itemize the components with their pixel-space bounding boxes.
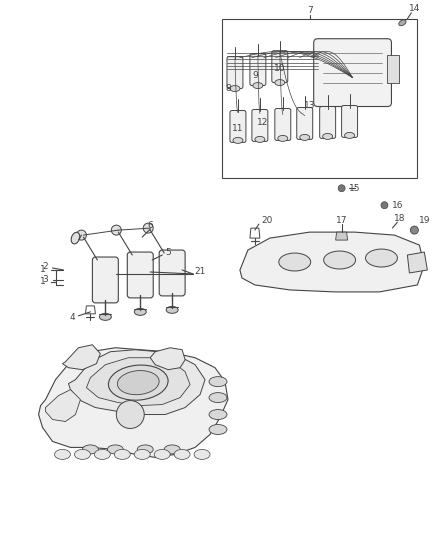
Ellipse shape <box>279 253 311 271</box>
Polygon shape <box>46 390 81 422</box>
Ellipse shape <box>194 449 210 459</box>
FancyBboxPatch shape <box>127 252 153 298</box>
Ellipse shape <box>54 449 71 459</box>
Text: 7: 7 <box>307 6 313 15</box>
Text: 10: 10 <box>274 64 286 73</box>
FancyBboxPatch shape <box>159 250 185 296</box>
Ellipse shape <box>107 445 124 454</box>
Text: 1: 1 <box>40 265 46 274</box>
Text: 1: 1 <box>40 278 46 286</box>
Ellipse shape <box>137 445 153 454</box>
Polygon shape <box>407 252 427 273</box>
Ellipse shape <box>134 309 146 316</box>
Ellipse shape <box>95 449 110 459</box>
Ellipse shape <box>71 232 80 244</box>
FancyBboxPatch shape <box>314 39 392 107</box>
FancyBboxPatch shape <box>342 106 357 138</box>
Text: 14: 14 <box>409 4 420 13</box>
Text: 3: 3 <box>42 276 49 285</box>
Ellipse shape <box>278 135 288 141</box>
Text: 16: 16 <box>392 201 403 209</box>
Ellipse shape <box>174 449 190 459</box>
FancyBboxPatch shape <box>275 109 291 140</box>
Polygon shape <box>63 345 100 370</box>
Circle shape <box>117 401 144 429</box>
Circle shape <box>338 185 345 192</box>
Text: 5: 5 <box>165 247 171 256</box>
Text: 19: 19 <box>419 216 430 224</box>
Text: 13: 13 <box>304 101 315 110</box>
Ellipse shape <box>117 370 159 394</box>
Ellipse shape <box>345 132 355 139</box>
Polygon shape <box>388 55 399 83</box>
FancyBboxPatch shape <box>250 54 266 86</box>
Text: 6: 6 <box>147 221 153 230</box>
Ellipse shape <box>233 138 243 143</box>
Ellipse shape <box>209 393 227 402</box>
Ellipse shape <box>209 409 227 419</box>
Circle shape <box>410 226 418 234</box>
Ellipse shape <box>230 86 240 92</box>
Polygon shape <box>240 232 424 292</box>
FancyBboxPatch shape <box>227 56 243 88</box>
Polygon shape <box>68 350 205 415</box>
Ellipse shape <box>323 133 332 140</box>
Ellipse shape <box>109 365 168 400</box>
Polygon shape <box>336 232 348 240</box>
Ellipse shape <box>164 445 180 454</box>
Text: 21: 21 <box>194 268 206 277</box>
Ellipse shape <box>399 20 406 26</box>
Text: 11: 11 <box>232 124 244 133</box>
Polygon shape <box>39 348 228 457</box>
FancyBboxPatch shape <box>320 107 336 139</box>
Ellipse shape <box>255 136 265 142</box>
Ellipse shape <box>324 251 356 269</box>
Circle shape <box>77 230 86 240</box>
Text: 20: 20 <box>261 216 272 224</box>
FancyBboxPatch shape <box>92 257 118 303</box>
FancyBboxPatch shape <box>297 108 313 140</box>
Circle shape <box>381 201 388 209</box>
Polygon shape <box>86 358 190 406</box>
Text: 17: 17 <box>336 216 347 224</box>
Ellipse shape <box>74 449 90 459</box>
Ellipse shape <box>366 249 397 267</box>
Ellipse shape <box>300 134 310 140</box>
FancyBboxPatch shape <box>272 51 288 83</box>
Ellipse shape <box>154 449 170 459</box>
Circle shape <box>143 223 153 233</box>
Ellipse shape <box>253 83 263 88</box>
Circle shape <box>111 225 121 235</box>
Text: 4: 4 <box>70 313 75 322</box>
Text: 15: 15 <box>349 184 360 193</box>
Ellipse shape <box>166 306 178 313</box>
Text: 2: 2 <box>43 262 48 271</box>
Text: 9: 9 <box>252 71 258 80</box>
Ellipse shape <box>82 445 99 454</box>
Ellipse shape <box>209 424 227 434</box>
FancyBboxPatch shape <box>230 110 246 142</box>
Text: 12: 12 <box>257 118 268 127</box>
Ellipse shape <box>209 377 227 386</box>
Text: 18: 18 <box>394 214 405 223</box>
Ellipse shape <box>275 79 285 86</box>
Polygon shape <box>150 348 185 370</box>
Ellipse shape <box>99 313 111 320</box>
Text: 8: 8 <box>225 84 231 93</box>
Ellipse shape <box>114 449 130 459</box>
Ellipse shape <box>134 449 150 459</box>
FancyBboxPatch shape <box>252 109 268 141</box>
